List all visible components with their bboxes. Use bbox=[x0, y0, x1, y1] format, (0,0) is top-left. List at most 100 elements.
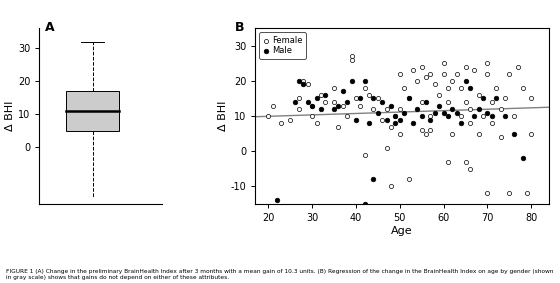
Male bbox=[360, 79, 369, 83]
Male bbox=[501, 114, 510, 118]
Legend: Female, Male: Female, Male bbox=[259, 33, 306, 59]
Female bbox=[295, 96, 304, 101]
Female bbox=[386, 124, 395, 129]
Female bbox=[395, 107, 404, 111]
Female bbox=[330, 100, 339, 104]
Male bbox=[509, 131, 518, 136]
Male bbox=[518, 156, 527, 160]
Male bbox=[343, 100, 352, 104]
Female bbox=[465, 121, 474, 125]
Male bbox=[299, 82, 308, 87]
Female bbox=[426, 128, 435, 132]
Male bbox=[431, 110, 440, 115]
Male bbox=[492, 96, 501, 101]
Male bbox=[369, 96, 378, 101]
Male bbox=[426, 117, 435, 122]
Male bbox=[435, 103, 444, 108]
Male bbox=[474, 107, 483, 111]
Male bbox=[374, 110, 382, 115]
Female bbox=[422, 75, 431, 80]
Female bbox=[352, 96, 361, 101]
Male bbox=[448, 107, 457, 111]
Y-axis label: Δ BHI: Δ BHI bbox=[218, 101, 227, 131]
Female bbox=[264, 114, 273, 118]
Female bbox=[356, 103, 365, 108]
Male bbox=[360, 201, 369, 206]
Male bbox=[378, 100, 387, 104]
Female bbox=[483, 191, 492, 196]
Female bbox=[456, 86, 465, 90]
Bar bbox=[66, 91, 119, 131]
Female bbox=[378, 117, 387, 122]
Male bbox=[334, 103, 343, 108]
Female bbox=[277, 121, 286, 125]
Female bbox=[374, 96, 382, 101]
Male bbox=[295, 79, 304, 83]
Female bbox=[395, 72, 404, 76]
Female bbox=[316, 93, 325, 97]
Female bbox=[470, 68, 479, 73]
Female bbox=[479, 114, 488, 118]
Female bbox=[444, 159, 452, 164]
Female bbox=[330, 86, 339, 90]
Female bbox=[321, 100, 330, 104]
Male bbox=[382, 117, 391, 122]
Male bbox=[304, 100, 312, 104]
Female bbox=[360, 152, 369, 157]
Female bbox=[422, 131, 431, 136]
Female bbox=[347, 58, 356, 62]
Female bbox=[514, 65, 522, 69]
Female bbox=[304, 82, 312, 87]
Male bbox=[347, 79, 356, 83]
Female bbox=[312, 121, 321, 125]
Male bbox=[273, 198, 282, 203]
Male bbox=[316, 107, 325, 111]
Female bbox=[307, 103, 316, 108]
Female bbox=[487, 121, 496, 125]
Female bbox=[338, 103, 347, 108]
Male bbox=[395, 117, 404, 122]
Female bbox=[417, 128, 426, 132]
Male bbox=[365, 121, 374, 125]
Female bbox=[496, 107, 505, 111]
Male bbox=[461, 79, 470, 83]
Male bbox=[386, 103, 395, 108]
Male bbox=[330, 107, 339, 111]
Male bbox=[444, 114, 452, 118]
Female bbox=[461, 100, 470, 104]
Female bbox=[465, 166, 474, 171]
Female bbox=[334, 124, 343, 129]
Female bbox=[439, 72, 448, 76]
Female bbox=[268, 103, 277, 108]
Female bbox=[426, 114, 435, 118]
Female bbox=[413, 79, 422, 83]
Female bbox=[448, 79, 457, 83]
Female bbox=[496, 135, 505, 139]
Female bbox=[448, 131, 457, 136]
Male bbox=[290, 100, 299, 104]
Female bbox=[360, 86, 369, 90]
Female bbox=[505, 191, 514, 196]
Female bbox=[465, 107, 474, 111]
Male bbox=[483, 110, 492, 115]
Female bbox=[408, 68, 417, 73]
Female bbox=[522, 191, 531, 196]
Female bbox=[492, 86, 501, 90]
Male bbox=[456, 121, 465, 125]
Female bbox=[439, 61, 448, 66]
Female bbox=[400, 86, 409, 90]
Female bbox=[483, 61, 492, 66]
Female bbox=[426, 72, 435, 76]
Male bbox=[413, 107, 422, 111]
X-axis label: Age: Age bbox=[391, 226, 413, 235]
Male bbox=[356, 96, 365, 101]
Female bbox=[431, 82, 440, 87]
Male bbox=[487, 114, 496, 118]
Male bbox=[391, 121, 400, 125]
Male bbox=[452, 110, 461, 115]
Text: A: A bbox=[45, 21, 55, 34]
Female bbox=[444, 100, 452, 104]
Female bbox=[386, 184, 395, 188]
Female bbox=[518, 86, 527, 90]
Female bbox=[365, 93, 374, 97]
